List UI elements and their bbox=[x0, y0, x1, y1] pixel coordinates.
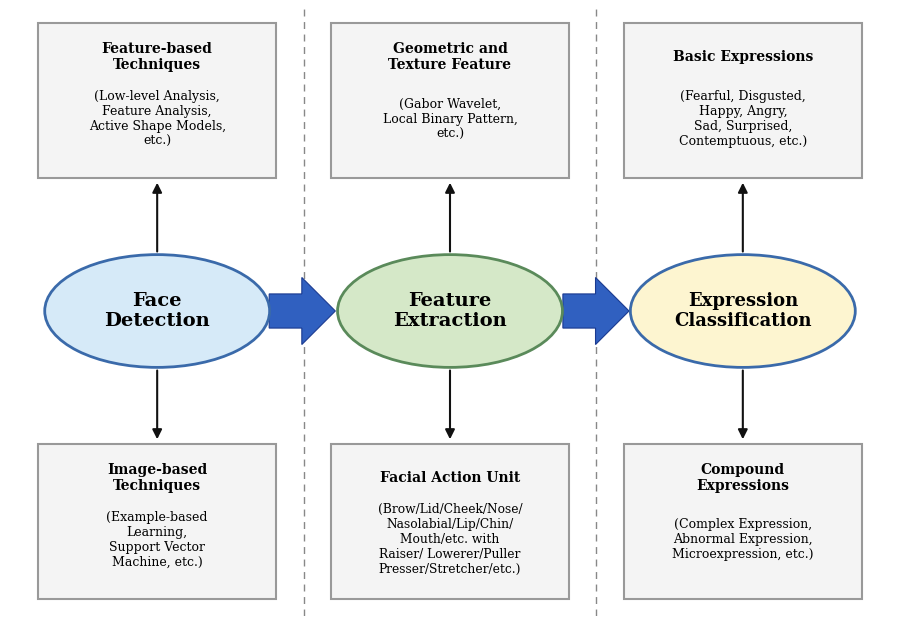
FancyBboxPatch shape bbox=[624, 23, 862, 179]
Text: (Fearful, Disgusted,
Happy, Angry,
Sad, Surprised,
Contemptuous, etc.): (Fearful, Disgusted, Happy, Angry, Sad, … bbox=[679, 90, 807, 149]
Text: (Gabor Wavelet,
Local Binary Pattern,
etc.): (Gabor Wavelet, Local Binary Pattern, et… bbox=[382, 98, 518, 141]
Ellipse shape bbox=[630, 254, 855, 368]
Text: Face
Detection: Face Detection bbox=[104, 292, 210, 330]
FancyBboxPatch shape bbox=[38, 443, 276, 599]
Text: Basic Expressions: Basic Expressions bbox=[672, 50, 813, 64]
Text: Compound
Expressions: Compound Expressions bbox=[697, 463, 789, 493]
FancyBboxPatch shape bbox=[38, 23, 276, 179]
Text: (Complex Expression,
Abnormal Expression,
Microexpression, etc.): (Complex Expression, Abnormal Expression… bbox=[672, 519, 814, 562]
Text: (Brow/Lid/Cheek/Nose/
Nasolabial/Lip/Chin/
Mouth/etc. with
Raiser/ Lowerer/Pulle: (Brow/Lid/Cheek/Nose/ Nasolabial/Lip/Chi… bbox=[378, 503, 522, 577]
FancyBboxPatch shape bbox=[331, 443, 569, 599]
Text: Facial Action Unit: Facial Action Unit bbox=[380, 471, 520, 485]
Ellipse shape bbox=[338, 254, 562, 368]
Text: Expression
Classification: Expression Classification bbox=[674, 292, 812, 330]
Text: Feature-based
Techniques: Feature-based Techniques bbox=[102, 42, 212, 72]
FancyBboxPatch shape bbox=[331, 23, 569, 179]
FancyBboxPatch shape bbox=[624, 443, 862, 599]
Text: Feature
Extraction: Feature Extraction bbox=[393, 292, 507, 330]
Text: (Low-level Analysis,
Feature Analysis,
Active Shape Models,
etc.): (Low-level Analysis, Feature Analysis, A… bbox=[88, 90, 226, 149]
Polygon shape bbox=[562, 277, 629, 345]
Text: (Example-based
Learning,
Support Vector
Machine, etc.): (Example-based Learning, Support Vector … bbox=[106, 511, 208, 569]
Text: Geometric and
Texture Feature: Geometric and Texture Feature bbox=[389, 42, 511, 72]
Ellipse shape bbox=[45, 254, 270, 368]
Text: Image-based
Techniques: Image-based Techniques bbox=[107, 463, 207, 493]
Polygon shape bbox=[269, 277, 336, 345]
